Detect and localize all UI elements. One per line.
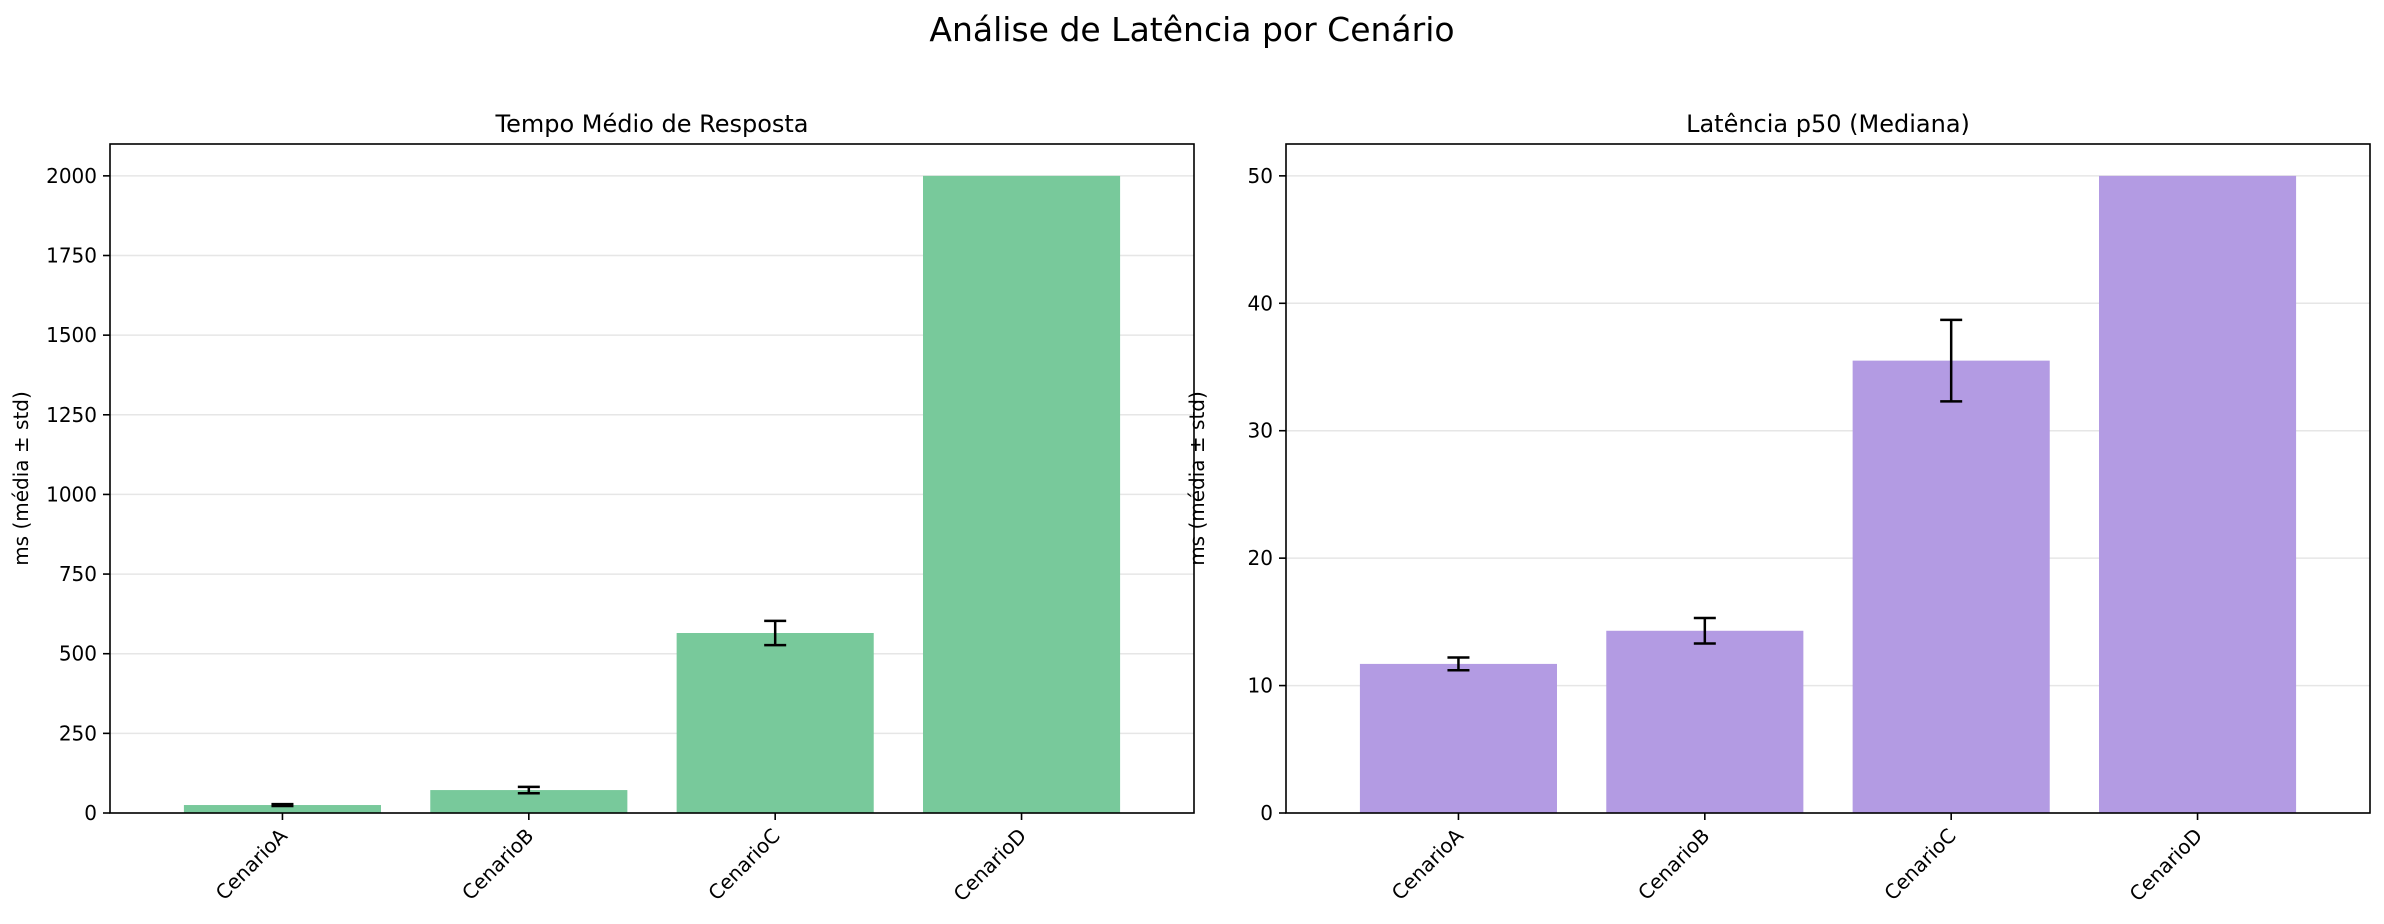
x-tick-label: CenarioD xyxy=(2125,824,2207,906)
y-tick-label: 30 xyxy=(1248,419,1273,443)
x-tick-label: CenarioB xyxy=(1633,824,1714,905)
y-tick-label: 0 xyxy=(84,801,97,825)
y-tick-label: 0 xyxy=(1260,801,1273,825)
y-tick-label: 1000 xyxy=(46,482,97,506)
y-axis-label: ms (média ± std) xyxy=(1185,391,1209,566)
bar xyxy=(1359,663,1557,813)
bar xyxy=(430,790,628,813)
y-tick-label: 20 xyxy=(1248,546,1273,570)
panel-title: Latência p50 (Mediana) xyxy=(1686,110,1970,138)
bar xyxy=(1852,360,2050,813)
panel-title: Tempo Médio de Resposta xyxy=(495,110,809,138)
y-tick-label: 50 xyxy=(1248,164,1273,188)
y-tick-label: 1750 xyxy=(46,244,97,268)
bar xyxy=(2099,175,2297,813)
bar xyxy=(676,633,874,813)
y-tick-label: 500 xyxy=(59,642,97,666)
y-tick-label: 1500 xyxy=(46,323,97,347)
axes-frame xyxy=(1285,143,2371,814)
bar xyxy=(923,175,1121,813)
y-tick-label: 10 xyxy=(1248,674,1273,698)
y-tick-label: 40 xyxy=(1248,291,1273,315)
figure-title: Análise de Latência por Cenário xyxy=(929,10,1455,49)
bar xyxy=(183,805,381,813)
x-tick-label: CenarioC xyxy=(1879,824,1960,905)
right-chart-panel: 0 10 20 30 40 50 CenarioA CenarioB CenarioC Cenar… xyxy=(1185,110,2371,906)
x-tick-label: CenarioA xyxy=(211,823,292,904)
y-tick-label: 2000 xyxy=(46,164,97,188)
y-tick-label: 750 xyxy=(59,562,97,586)
bar xyxy=(1606,630,1804,813)
y-axis-label: ms (média ± std) xyxy=(9,391,33,566)
y-tick-label: 250 xyxy=(59,721,97,745)
x-tick-label: CenarioB xyxy=(457,824,538,905)
x-tick-label: CenarioD xyxy=(949,824,1031,906)
x-tick-label: CenarioC xyxy=(703,824,784,905)
y-tick-label: 1250 xyxy=(46,403,97,427)
axes-frame xyxy=(109,143,1195,814)
x-tick-label: CenarioA xyxy=(1387,823,1468,904)
left-chart-panel: 0 250 500 750 1000 1250 1500 1750 2000 CenarioA Ce… xyxy=(9,110,1195,906)
